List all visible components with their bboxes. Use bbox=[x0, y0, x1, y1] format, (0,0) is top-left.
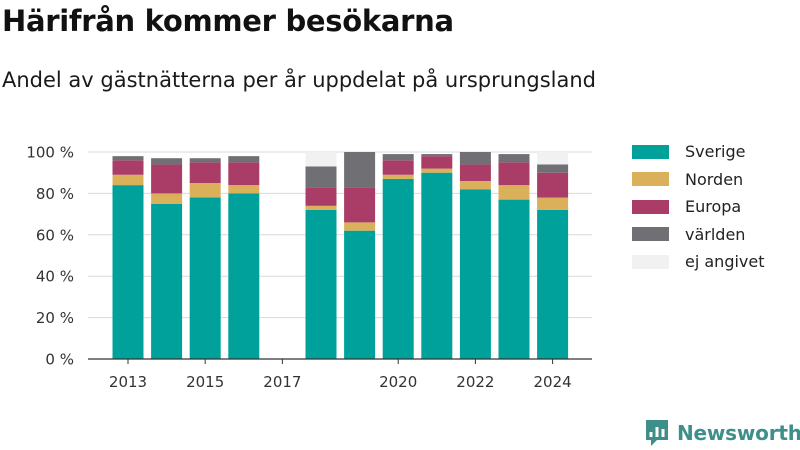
x-tick-label: 2015 bbox=[186, 373, 224, 391]
legend-label: Norden bbox=[685, 169, 744, 189]
legend-item: världen bbox=[632, 221, 765, 249]
chart-legend: Sverige Norden Europa världen ej angivet bbox=[632, 138, 765, 276]
bar-norden-2024 bbox=[537, 197, 569, 210]
bar-sverige-2021 bbox=[421, 172, 453, 359]
legend-item: Norden bbox=[632, 166, 765, 194]
y-tick-label: 80 % bbox=[36, 185, 74, 203]
bar-norden-2021 bbox=[421, 168, 453, 173]
bar-världen-2020 bbox=[382, 154, 414, 161]
bar-norden-2013 bbox=[112, 174, 144, 186]
bar-norden-2019 bbox=[344, 222, 376, 231]
x-tick-label: 2013 bbox=[109, 373, 147, 391]
legend-label: Sverige bbox=[685, 142, 746, 162]
bar-norden-2020 bbox=[382, 174, 414, 179]
legend-label: Europa bbox=[685, 197, 742, 217]
x-tick-label: 2022 bbox=[456, 373, 494, 391]
legend-item: Sverige bbox=[632, 138, 765, 166]
bar-sverige-2024 bbox=[537, 209, 569, 359]
bar-europa-2020 bbox=[382, 160, 414, 175]
bar-världen-2019 bbox=[344, 152, 376, 188]
bar-norden-2018 bbox=[305, 205, 337, 210]
y-tick-label: 100 % bbox=[26, 144, 74, 162]
x-tick-label: 2020 bbox=[379, 373, 417, 391]
legend-swatch bbox=[632, 144, 669, 159]
bar-ej-angivet-2024 bbox=[537, 152, 569, 165]
legend-label: världen bbox=[685, 224, 746, 244]
bar-sverige-2014 bbox=[151, 203, 183, 359]
legend-swatch bbox=[632, 172, 669, 187]
bar-europa-2018 bbox=[305, 187, 337, 206]
bar-europa-2016 bbox=[228, 162, 260, 186]
y-tick-label: 60 % bbox=[36, 226, 74, 244]
brand-logo: Newsworthy bbox=[644, 418, 800, 448]
chart-subtitle: Andel av gästnätterna per år uppdelat på… bbox=[2, 68, 596, 92]
bar-världen-2023 bbox=[498, 154, 530, 163]
bar-sverige-2020 bbox=[382, 178, 414, 359]
bar-norden-2022 bbox=[459, 180, 491, 190]
x-tick-label: 2017 bbox=[263, 373, 301, 391]
bar-sverige-2023 bbox=[498, 199, 530, 359]
legend-label: ej angivet bbox=[685, 252, 765, 272]
chart-title: Härifrån kommer besökarna bbox=[2, 4, 454, 38]
legend-swatch bbox=[632, 227, 669, 242]
bar-sverige-2016 bbox=[228, 193, 260, 359]
bar-europa-2021 bbox=[421, 156, 453, 169]
bar-världen-2022 bbox=[459, 152, 491, 165]
legend-swatch bbox=[632, 199, 669, 214]
bar-sverige-2019 bbox=[344, 230, 376, 359]
bar-europa-2023 bbox=[498, 162, 530, 186]
bar-europa-2024 bbox=[537, 172, 569, 198]
bar-europa-2019 bbox=[344, 187, 376, 223]
legend-swatch bbox=[632, 254, 669, 269]
bar-världen-2018 bbox=[305, 166, 337, 188]
legend-item: Europa bbox=[632, 193, 765, 221]
bar-norden-2016 bbox=[228, 185, 260, 194]
bar-europa-2015 bbox=[189, 162, 221, 184]
x-tick-label: 2024 bbox=[534, 373, 572, 391]
bar-norden-2014 bbox=[151, 193, 183, 204]
bar-europa-2013 bbox=[112, 160, 144, 175]
bar-europa-2022 bbox=[459, 164, 491, 181]
bar-sverige-2013 bbox=[112, 185, 144, 359]
bar-norden-2023 bbox=[498, 185, 530, 200]
bar-världen-2015 bbox=[189, 158, 221, 163]
bar-sverige-2022 bbox=[459, 189, 491, 359]
bar-världen-2021 bbox=[421, 154, 453, 157]
bar-sverige-2018 bbox=[305, 209, 337, 359]
bar-norden-2015 bbox=[189, 183, 221, 198]
legend-item: ej angivet bbox=[632, 248, 765, 276]
y-tick-label: 20 % bbox=[36, 309, 74, 327]
newsworthy-logo-icon bbox=[646, 420, 668, 446]
bar-världen-2014 bbox=[151, 158, 183, 165]
bar-europa-2014 bbox=[151, 164, 183, 194]
bar-ej-angivet-2018 bbox=[305, 152, 337, 167]
bar-världen-2024 bbox=[537, 164, 569, 173]
bar-världen-2013 bbox=[112, 156, 144, 161]
y-tick-label: 0 % bbox=[45, 351, 74, 369]
brand-name: Newsworthy bbox=[677, 421, 800, 445]
bar-världen-2016 bbox=[228, 156, 260, 163]
bar-sverige-2015 bbox=[189, 197, 221, 359]
y-tick-label: 40 % bbox=[36, 268, 74, 286]
